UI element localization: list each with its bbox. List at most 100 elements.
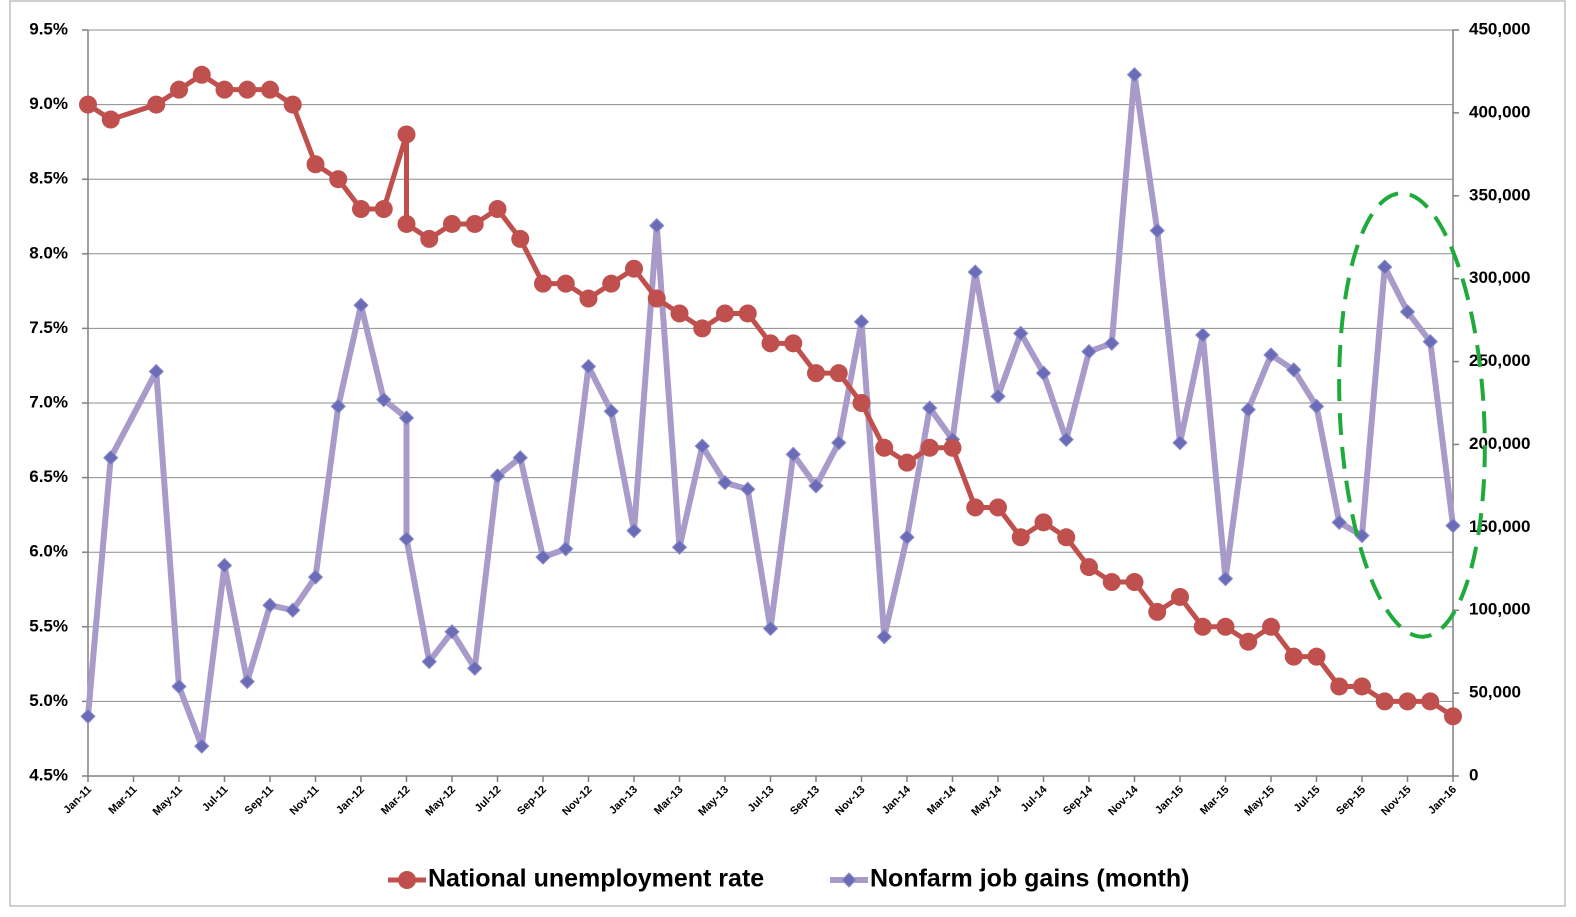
marker [966, 498, 985, 517]
marker [1057, 528, 1076, 547]
marker [1217, 571, 1234, 587]
marker [1149, 222, 1165, 239]
marker [989, 498, 1007, 517]
marker [488, 200, 507, 219]
marker [1308, 398, 1325, 415]
marker [1011, 528, 1030, 547]
marker [194, 738, 210, 754]
marker [489, 468, 506, 484]
legend: National unemployment rate Nonfarm job ga… [388, 865, 1189, 893]
y2-tick-label: 50,000 [1469, 683, 1521, 702]
marker [558, 541, 574, 557]
marker [1284, 647, 1303, 666]
marker [875, 438, 894, 457]
marker [899, 529, 915, 545]
y-tick-label: 7.5% [29, 318, 68, 337]
marker [398, 531, 415, 547]
marker [420, 229, 439, 248]
y-tick-label: 9.0% [29, 94, 68, 113]
marker [376, 391, 392, 408]
marker [1081, 343, 1097, 360]
y2-tick-label: 150,000 [1469, 517, 1530, 536]
marker [1125, 573, 1144, 592]
marker [603, 403, 619, 419]
marker [1377, 259, 1393, 275]
marker [1307, 647, 1326, 666]
y-tick-label: 4.5% [29, 765, 68, 784]
marker [1239, 632, 1258, 651]
marker [808, 478, 824, 494]
marker [352, 200, 370, 219]
marker [443, 214, 461, 233]
y2-tick-label: 400,000 [1469, 102, 1530, 121]
marker [216, 557, 233, 574]
marker [1216, 617, 1235, 636]
marker [397, 125, 416, 144]
marker [147, 95, 166, 114]
marker [831, 435, 847, 451]
highlight-ellipse [1337, 191, 1487, 639]
marker [1262, 617, 1280, 636]
marker [1444, 707, 1462, 726]
y-tick-label: 5.0% [29, 691, 68, 710]
marker [1331, 514, 1347, 531]
marker [1399, 304, 1416, 320]
marker [694, 438, 710, 454]
marker [148, 363, 164, 380]
marker [1375, 692, 1394, 711]
legend-label: Nonfarm job gains (month) [870, 865, 1189, 893]
marker [1104, 335, 1120, 352]
y-tick-label: 7.0% [29, 392, 68, 411]
marker [1421, 692, 1440, 711]
marker [535, 549, 551, 565]
marker [1422, 333, 1438, 350]
marker [192, 65, 211, 84]
marker [853, 314, 870, 330]
y-tick-label: 8.5% [29, 169, 68, 188]
y-tick-label: 6.5% [29, 467, 68, 486]
marker [397, 214, 416, 233]
marker [261, 80, 279, 99]
marker [512, 449, 528, 466]
marker [103, 449, 119, 466]
marker [307, 569, 324, 585]
y2-tick-label: 100,000 [1469, 600, 1530, 619]
marker [467, 660, 483, 676]
legend-label: National unemployment rate [428, 865, 764, 893]
marker [262, 597, 278, 613]
marker [738, 304, 757, 323]
marker [285, 602, 301, 618]
marker [602, 274, 621, 293]
marker [1035, 365, 1052, 381]
marker [1013, 325, 1029, 342]
marker [1102, 573, 1121, 592]
marker [283, 95, 302, 114]
marker [171, 678, 187, 695]
y2-tick-label: 200,000 [1469, 434, 1530, 453]
marker [1193, 617, 1212, 636]
marker [784, 334, 803, 353]
marker [990, 388, 1006, 405]
y-tick-label: 6.0% [29, 542, 68, 561]
marker [170, 80, 188, 99]
marker [1195, 327, 1211, 343]
marker [1353, 677, 1371, 696]
marker [943, 438, 962, 457]
marker [330, 398, 346, 415]
marker [79, 95, 97, 114]
marker [852, 394, 871, 412]
marker [1126, 67, 1143, 83]
marker [421, 653, 437, 670]
marker [761, 334, 780, 353]
y-tick-label: 8.0% [29, 243, 68, 262]
marker [807, 364, 825, 383]
marker [1148, 602, 1167, 621]
marker [398, 871, 416, 889]
marker [80, 708, 96, 725]
marker [329, 170, 348, 189]
marker [580, 358, 597, 375]
marker [1263, 347, 1279, 363]
marker [785, 446, 801, 463]
y-tick-label: 9.5% [29, 19, 68, 38]
